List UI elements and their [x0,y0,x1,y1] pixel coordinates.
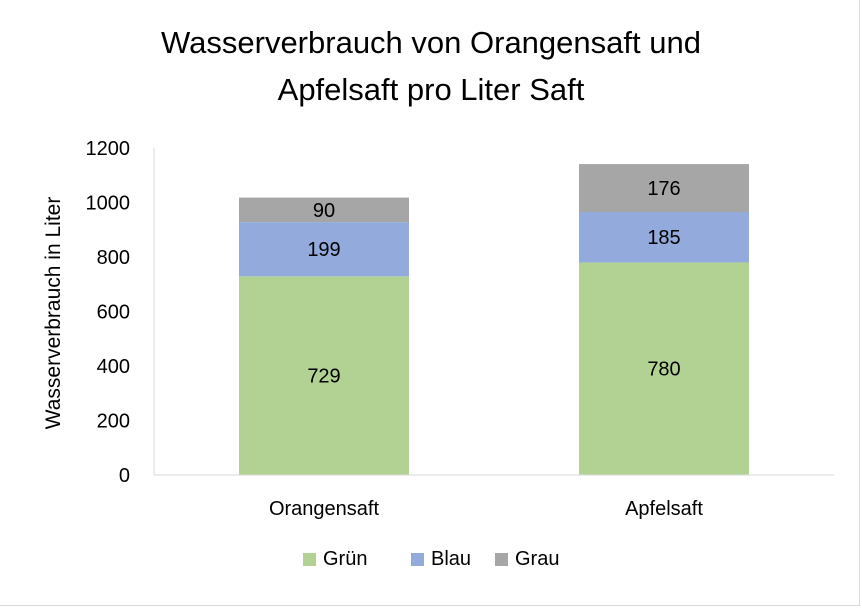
legend-swatch-grau [495,553,508,566]
y-axis: 0 200 400 600 800 1000 1200 [86,138,155,487]
y-tick-label: 400 [97,356,130,378]
data-label: 176 [647,178,680,200]
legend-label-blau: Blau [431,548,471,570]
bar-blau-apfelsaft [579,212,749,263]
legend-label-grün: Grün [323,548,367,570]
x-category-label: Orangensaft [269,498,380,520]
data-label: 185 [647,227,680,249]
legend-swatch-blau [411,553,424,566]
y-tick-label: 600 [97,302,130,324]
chart-title: Wasserverbrauch von Orangensaft und Apfe… [161,25,701,107]
data-label: 729 [307,366,340,388]
y-tick-label: 1000 [86,193,131,215]
legend-label-grau: Grau [515,548,559,570]
bars-group: 729 199 90 780 185 176 [239,164,749,475]
y-tick-label: 0 [119,465,130,487]
data-label: 90 [313,200,335,222]
x-axis: Orangensaft Apfelsaft [154,474,834,520]
x-category-label: Apfelsaft [625,498,703,520]
legend-swatch-grün [303,553,316,566]
bar-blau-orangensaft [239,222,409,277]
y-tick-label: 1200 [86,138,131,160]
chart-title-line-2: Apfelsaft pro Liter Saft [278,72,585,107]
bar-grün-apfelsaft [579,262,749,475]
y-tick-label: 200 [97,411,130,433]
legend: Grün Blau Grau [303,548,559,570]
bar-grün-orangensaft [239,276,409,475]
y-axis-label: Wasserverbrauch in Liter [42,197,65,430]
chart-title-line-1: Wasserverbrauch von Orangensaft und [161,25,701,60]
bar-grau-apfelsaft [579,164,749,213]
bar-grau-orangensaft [239,197,409,223]
data-label: 780 [647,359,680,381]
y-tick-label: 800 [97,247,130,269]
data-label: 199 [307,239,340,261]
